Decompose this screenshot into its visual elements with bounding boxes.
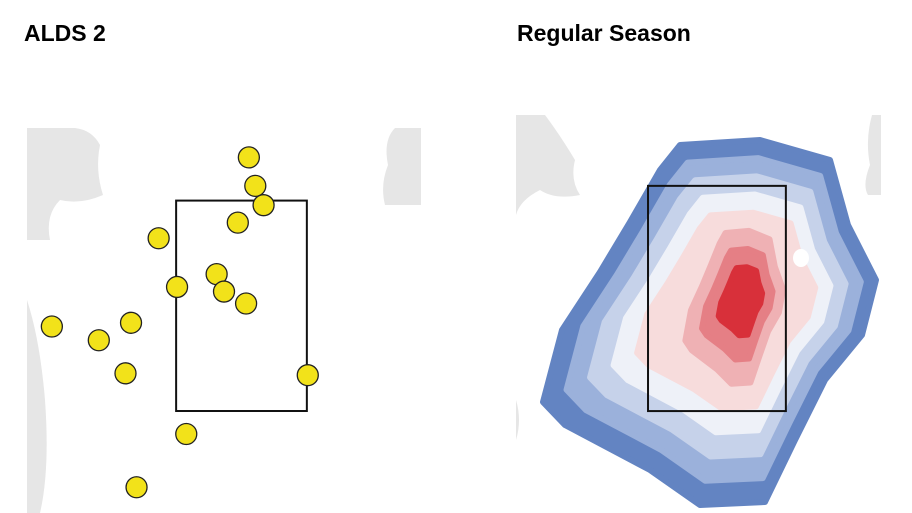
- pitch: [40, 315, 64, 338]
- strike-zone: [175, 199, 308, 413]
- pitch: [87, 329, 110, 352]
- pitch: [296, 364, 319, 387]
- pitch: [119, 311, 143, 334]
- pitch: [165, 275, 189, 299]
- panel-title: Regular Season: [517, 20, 691, 46]
- pitch: [244, 174, 267, 198]
- pitch: [226, 211, 249, 234]
- pitch: [237, 146, 261, 169]
- pitch: [212, 280, 236, 303]
- pitch: [125, 476, 148, 499]
- pitch: [175, 422, 198, 446]
- pitch: [114, 362, 137, 385]
- strike-zone: [647, 184, 787, 413]
- panel-title: ALDS 2: [24, 20, 106, 46]
- density-level: [715, 264, 766, 339]
- pitch: [234, 292, 258, 315]
- pitch: [147, 227, 170, 250]
- pitch: [252, 194, 275, 217]
- silhouettes: [27, 115, 881, 513]
- density-hole: [793, 249, 809, 267]
